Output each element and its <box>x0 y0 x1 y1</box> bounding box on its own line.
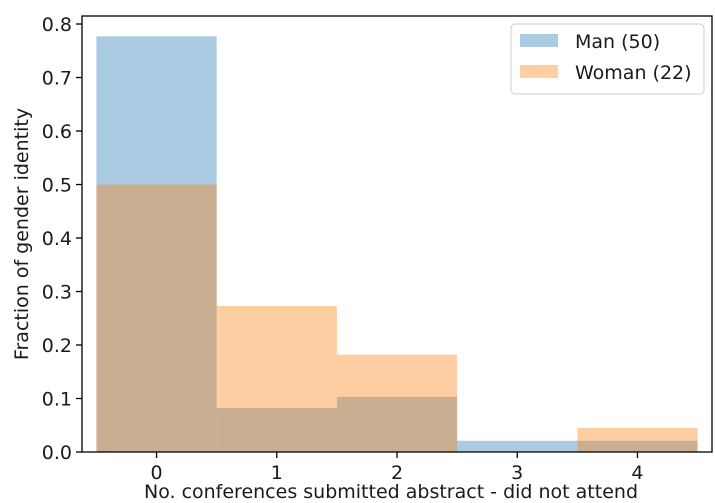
legend-label-man: Man (50) <box>575 31 660 53</box>
y-tick-label: 0.2 <box>42 335 72 357</box>
y-axis-label: Fraction of gender identity <box>11 108 33 360</box>
bars-layer <box>96 36 698 453</box>
x-tick-label: 2 <box>391 462 403 484</box>
x-tick-label: 1 <box>271 462 283 484</box>
bar-man-0 <box>96 36 217 453</box>
bar-woman-1 <box>216 305 337 452</box>
x-tick-label: 4 <box>631 462 643 484</box>
y-tick-label: 0.3 <box>42 282 72 304</box>
x-axis: 0 1 2 3 4 <box>150 452 644 484</box>
y-tick-label: 0.6 <box>42 121 72 143</box>
y-tick-label: 0.0 <box>42 442 72 464</box>
legend-swatch-woman <box>520 65 558 78</box>
legend-box <box>510 23 705 95</box>
bar-man-2 <box>336 396 458 452</box>
x-tick-label: 0 <box>150 462 162 484</box>
legend: Man (50) Woman (22) <box>510 23 705 95</box>
y-tick-label: 0.1 <box>42 389 72 411</box>
x-axis-label: No. conferences submitted abstract - did… <box>144 481 638 503</box>
legend-swatch-man <box>520 34 558 47</box>
bar-woman-2 <box>336 354 458 452</box>
y-axis: 0.0 0.1 0.2 0.3 0.4 0.5 0.6 0.7 0.8 <box>42 14 82 464</box>
bar-man-3 <box>457 440 578 452</box>
legend-label-woman: Woman (22) <box>575 62 692 84</box>
y-tick-label: 0.5 <box>42 175 72 197</box>
y-tick-label: 0.7 <box>42 68 72 90</box>
bar-woman-4 <box>577 427 698 452</box>
bar-man-1 <box>216 408 337 452</box>
y-tick-label: 0.4 <box>42 228 72 250</box>
x-tick-label: 3 <box>511 462 523 484</box>
bar-man-4 <box>577 440 698 452</box>
y-tick-label: 0.8 <box>42 14 72 36</box>
bar-woman-0 <box>96 184 217 453</box>
